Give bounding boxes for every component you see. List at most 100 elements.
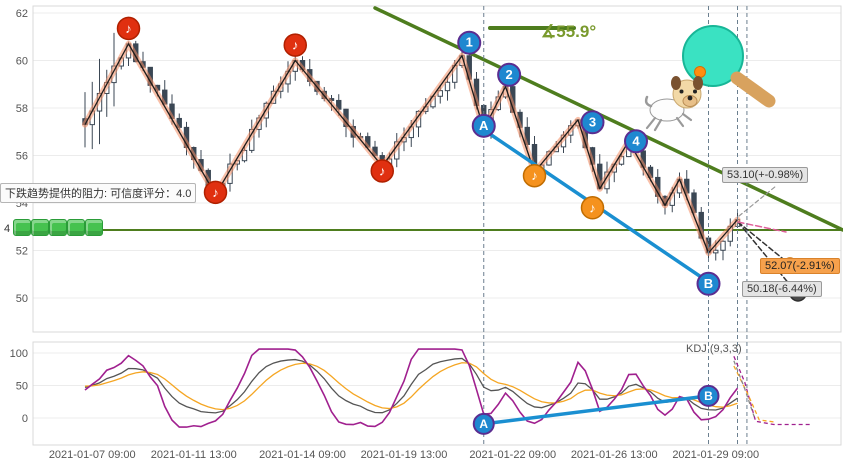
dog-eye <box>693 89 697 94</box>
projection-low <box>737 221 796 292</box>
wave-marker-1-label: 1 <box>466 35 473 50</box>
note-marker-red: ♪ <box>370 159 394 183</box>
y-axis-label: 56 <box>16 151 28 163</box>
note-icon: ♪ <box>125 21 132 36</box>
paddle-handle <box>730 71 776 108</box>
projection-mid <box>737 221 789 264</box>
dog-nose <box>687 95 693 101</box>
main-panel-border <box>32 5 842 333</box>
confidence-score-row: 4 <box>4 219 104 239</box>
wave-marker-3-label: 3 <box>589 114 596 129</box>
note-marker-red: ♪ <box>283 33 307 57</box>
price-label-target-2: 50.18(-6.44%) <box>742 281 822 297</box>
note-circle <box>370 159 394 183</box>
kdj-point-A-label: A <box>479 417 488 431</box>
zigzag-thin <box>84 43 738 254</box>
note-icon: ♪ <box>292 38 299 53</box>
note-marker-red: ♪ <box>203 180 228 205</box>
kdj-k-line <box>84 357 738 414</box>
kdj-panel-border <box>32 341 842 446</box>
dog-eye <box>679 89 684 94</box>
confidence-icon <box>85 219 104 236</box>
price-label-current: 53.10(+-0.98%) <box>722 167 809 183</box>
wave-marker-4-circle <box>624 129 648 154</box>
x-axis-label: 2021-01-19 13:00 <box>361 449 448 461</box>
confidence-score-icons <box>13 219 104 239</box>
confidence-icon <box>13 219 32 236</box>
ab-marker-A-circle <box>471 113 496 138</box>
kdj-ab-trendline <box>482 394 711 426</box>
ab-marker-A: A <box>471 113 496 138</box>
ab-marker-B-circle <box>696 271 721 296</box>
dog-body <box>649 98 685 122</box>
wave-marker-3-circle <box>580 110 605 135</box>
x-axis-label: 2021-01-29 09:00 <box>672 449 759 461</box>
kdj-axis-label: 100 <box>10 348 28 360</box>
projection-gray <box>738 185 777 217</box>
y-axis-label: 60 <box>16 56 28 68</box>
price-label-target-1: 52.07(-2.91%) <box>760 258 840 274</box>
kdj-point-B-label: B <box>704 389 713 403</box>
wave-marker-1-circle <box>457 30 482 55</box>
dog-ear <box>693 76 703 90</box>
wave-marker-3: 3 <box>580 110 605 135</box>
confidence-icon <box>49 219 68 236</box>
candle-body <box>444 81 451 92</box>
y-axis-label: 50 <box>16 293 28 305</box>
note-circle <box>203 180 228 205</box>
kdj-axis-label: 50 <box>16 381 28 393</box>
dog-leg <box>653 118 663 132</box>
note-circle <box>522 163 547 188</box>
projection-pink <box>737 221 787 233</box>
y-axis-label: 58 <box>16 103 28 115</box>
kdj-d-line <box>84 362 738 411</box>
dog-leg <box>681 112 693 122</box>
kdj-indicator-label: KDJ (9,3,3) <box>686 343 742 355</box>
y-axis-label: 62 <box>16 8 28 20</box>
wave-marker-4-label: 4 <box>632 133 640 148</box>
x-axis-label: 2021-01-11 13:00 <box>151 449 237 461</box>
dog-ear <box>671 76 681 90</box>
note-circle <box>116 16 141 41</box>
note-icon: ♪ <box>212 185 219 200</box>
candle-body <box>720 240 726 251</box>
note-icon: ♪ <box>379 163 386 178</box>
note-icon: ♪ <box>531 168 538 183</box>
dog-leg <box>675 116 685 128</box>
dog-tail <box>644 95 653 108</box>
kdj-extension <box>733 360 755 417</box>
note-marker-orange: ♪ <box>580 196 605 220</box>
angle-annotation: ∡55.9° <box>541 22 597 41</box>
kdj-extension <box>733 355 810 426</box>
note-marker-orange: ♪ <box>522 163 547 188</box>
ab-marker-A-label: A <box>479 118 489 133</box>
dog-illustration <box>644 76 703 132</box>
kdj-axis-label: 0 <box>22 413 28 425</box>
ab-marker-B-label: B <box>704 276 713 291</box>
kdj-j-line <box>84 348 739 428</box>
confidence-score-value: 4 <box>4 223 11 235</box>
ball-icon <box>694 66 706 78</box>
kdj-point-B-circle <box>697 384 720 407</box>
kdj-point-A-circle <box>472 412 495 435</box>
note-circle <box>580 196 605 220</box>
confidence-icon <box>67 219 86 236</box>
x-axis-label: 2021-01-26 13:00 <box>571 449 658 461</box>
decoration-layer <box>644 25 776 132</box>
y-axis-label: 52 <box>16 246 28 258</box>
x-axis-label: 2021-01-22 09:00 <box>469 449 556 461</box>
wave-marker-2-circle <box>497 62 522 87</box>
kdj-point-A: A <box>472 412 495 435</box>
wave-marker-2: 2 <box>497 62 522 87</box>
confidence-icon <box>31 219 50 236</box>
wave-marker-2-label: 2 <box>506 67 513 82</box>
downtrend-line <box>373 6 843 232</box>
trend-resistance-tooltip: 下跌趋势提供的阻力: 可信度评分：4.0 <box>0 183 197 203</box>
kdj-point-B: B <box>697 384 720 407</box>
x-axis-label: 2021-01-07 09:00 <box>49 449 136 461</box>
wave-marker-1: 1 <box>457 30 482 55</box>
dog-muzzle <box>682 95 698 107</box>
ab-marker-B: B <box>696 271 721 296</box>
